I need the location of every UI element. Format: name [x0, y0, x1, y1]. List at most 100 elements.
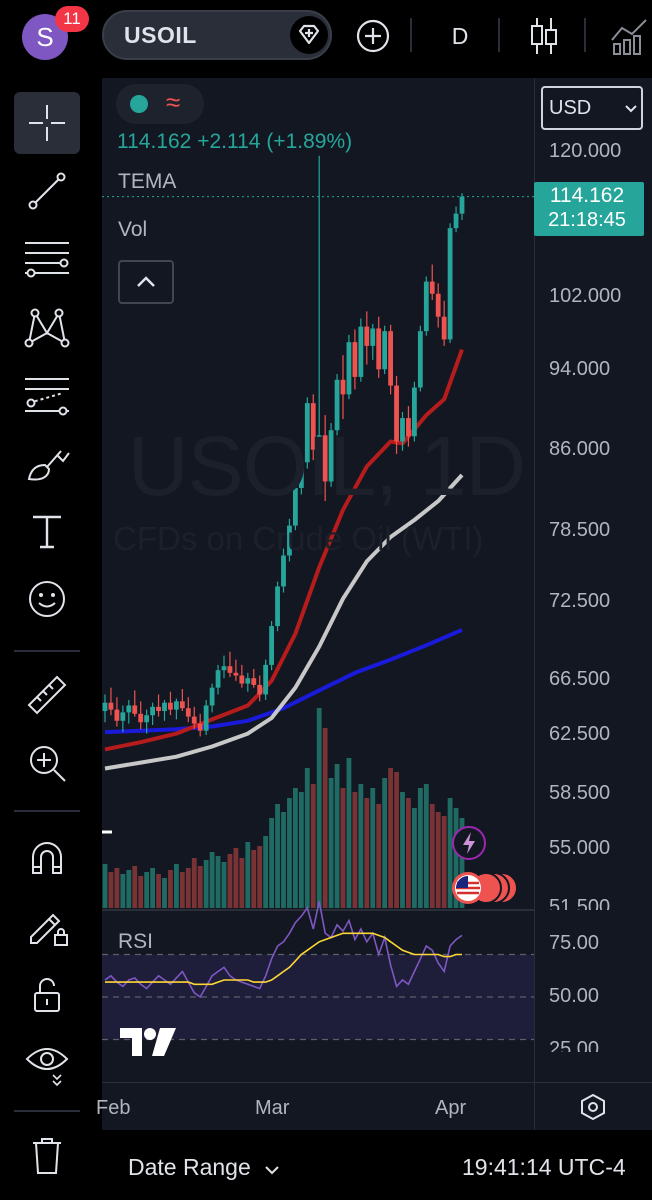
volume-bar [364, 798, 370, 908]
price-tick: 94.000 [549, 358, 611, 381]
volume-bar [322, 728, 328, 908]
volume-bar [203, 860, 209, 908]
tema-label[interactable]: TEMA [118, 170, 177, 193]
candle-body [441, 316, 447, 340]
clock-timezone[interactable]: 19:41:14 UTC-4 [462, 1154, 626, 1180]
rsi-label[interactable]: RSI [118, 930, 154, 953]
volume-bar [423, 784, 429, 908]
volume-bar [358, 784, 364, 908]
volume-bar [197, 866, 203, 908]
add-circle-icon[interactable] [355, 18, 391, 54]
time-label-feb: Feb [96, 1097, 131, 1119]
candle-body [298, 462, 304, 488]
brush-icon[interactable] [14, 432, 80, 494]
candle-body [185, 708, 191, 717]
diamond-plus-icon[interactable] [290, 16, 328, 54]
candle-body [459, 196, 465, 214]
candle-body [334, 379, 340, 431]
vol-label[interactable]: Vol [118, 218, 148, 241]
time-axis[interactable]: Feb Mar Apr [96, 1082, 534, 1130]
rsi-tick: 50.00 [549, 985, 600, 1007]
legend-toggle[interactable]: ≈ [116, 84, 204, 124]
candle-body [412, 387, 417, 437]
rsi-line [104, 901, 463, 999]
volume-bar [120, 874, 126, 908]
zoom-in-icon[interactable] [14, 732, 80, 794]
toolbar-separator [14, 810, 80, 812]
volume-bar [245, 842, 251, 908]
candle-body [126, 705, 132, 713]
volume-bar [150, 868, 155, 908]
volume-bar [394, 772, 399, 908]
volume-bar [168, 870, 173, 908]
chart-canvas[interactable] [102, 78, 534, 1130]
volume-bar [304, 768, 310, 908]
rsi-ma-line [105, 932, 462, 986]
bottom-bar: Date Range 19:41:14 UTC-4 [102, 1130, 652, 1200]
volume-bar [191, 858, 197, 908]
economic-events-icon[interactable] [450, 868, 526, 908]
toolbar-separator [584, 18, 586, 52]
rsi-tick: 75.00 [549, 931, 600, 954]
toolbar-separator [14, 650, 80, 652]
candle-body [108, 702, 114, 710]
price-tick: 86.000 [549, 437, 611, 460]
magnet-icon[interactable] [14, 826, 80, 888]
price-tick: 120.000 [549, 140, 622, 162]
candle-body [179, 701, 185, 709]
chart-settings-button[interactable] [534, 1082, 652, 1130]
volume-bar [412, 808, 417, 908]
emoji-icon[interactable] [14, 568, 80, 630]
volume-bar [293, 788, 298, 908]
eye-icon[interactable] [14, 1032, 80, 1094]
trash-icon[interactable] [14, 1124, 80, 1186]
volume-bar [257, 846, 263, 908]
volume-bar [334, 764, 340, 908]
text-icon[interactable] [14, 500, 80, 562]
fib-retracement-icon[interactable] [14, 228, 80, 290]
volume-bar [233, 848, 239, 908]
candle-body [203, 705, 209, 731]
interval-button[interactable]: D [451, 23, 469, 49]
candles-icon[interactable] [526, 14, 562, 58]
forecast-icon[interactable] [14, 364, 80, 426]
price-change: +2.114 [197, 130, 261, 153]
candle-body [316, 435, 322, 450]
crosshair-icon[interactable] [14, 92, 80, 154]
candle-body [435, 293, 441, 317]
symbol-search-button[interactable]: USOIL [102, 10, 332, 60]
candle-body [400, 418, 405, 442]
lightning-event-icon[interactable] [452, 826, 486, 860]
volume-bar [376, 804, 382, 908]
candle-body [322, 435, 328, 482]
indicators-icon[interactable] [608, 16, 652, 56]
candle-body [287, 525, 292, 556]
volume-bar [221, 862, 227, 908]
lock-drawing-icon[interactable] [14, 894, 80, 956]
date-range-label: Date Range [128, 1154, 251, 1180]
currency-value: USD [549, 97, 592, 119]
ruler-icon[interactable] [14, 664, 80, 726]
volume-bar [281, 812, 286, 908]
volume-bar [340, 788, 346, 908]
pattern-icon[interactable] [14, 296, 80, 358]
date-range-button[interactable]: Date Range [128, 1154, 279, 1181]
candle-body [114, 709, 120, 721]
unlock-icon[interactable] [14, 964, 80, 1026]
candle-body [263, 664, 269, 695]
price-tick: 51.500 [549, 896, 611, 910]
tradingview-logo[interactable] [118, 1024, 180, 1060]
chart-pane[interactable] [102, 78, 534, 1130]
watermark-symbol: USOIL, 1D [128, 419, 526, 513]
price-scale[interactable] [534, 78, 652, 1130]
currency-select[interactable]: USD [541, 86, 643, 130]
candle-body [382, 331, 388, 370]
candle-body [429, 281, 435, 294]
collapse-legend-button[interactable] [118, 260, 174, 304]
candle-body [352, 342, 358, 377]
symbol-name: USOIL [124, 22, 197, 48]
candle-body [340, 379, 346, 395]
volume-bar [388, 768, 393, 908]
candle-body [144, 715, 150, 723]
trend-line-icon[interactable] [14, 160, 80, 222]
